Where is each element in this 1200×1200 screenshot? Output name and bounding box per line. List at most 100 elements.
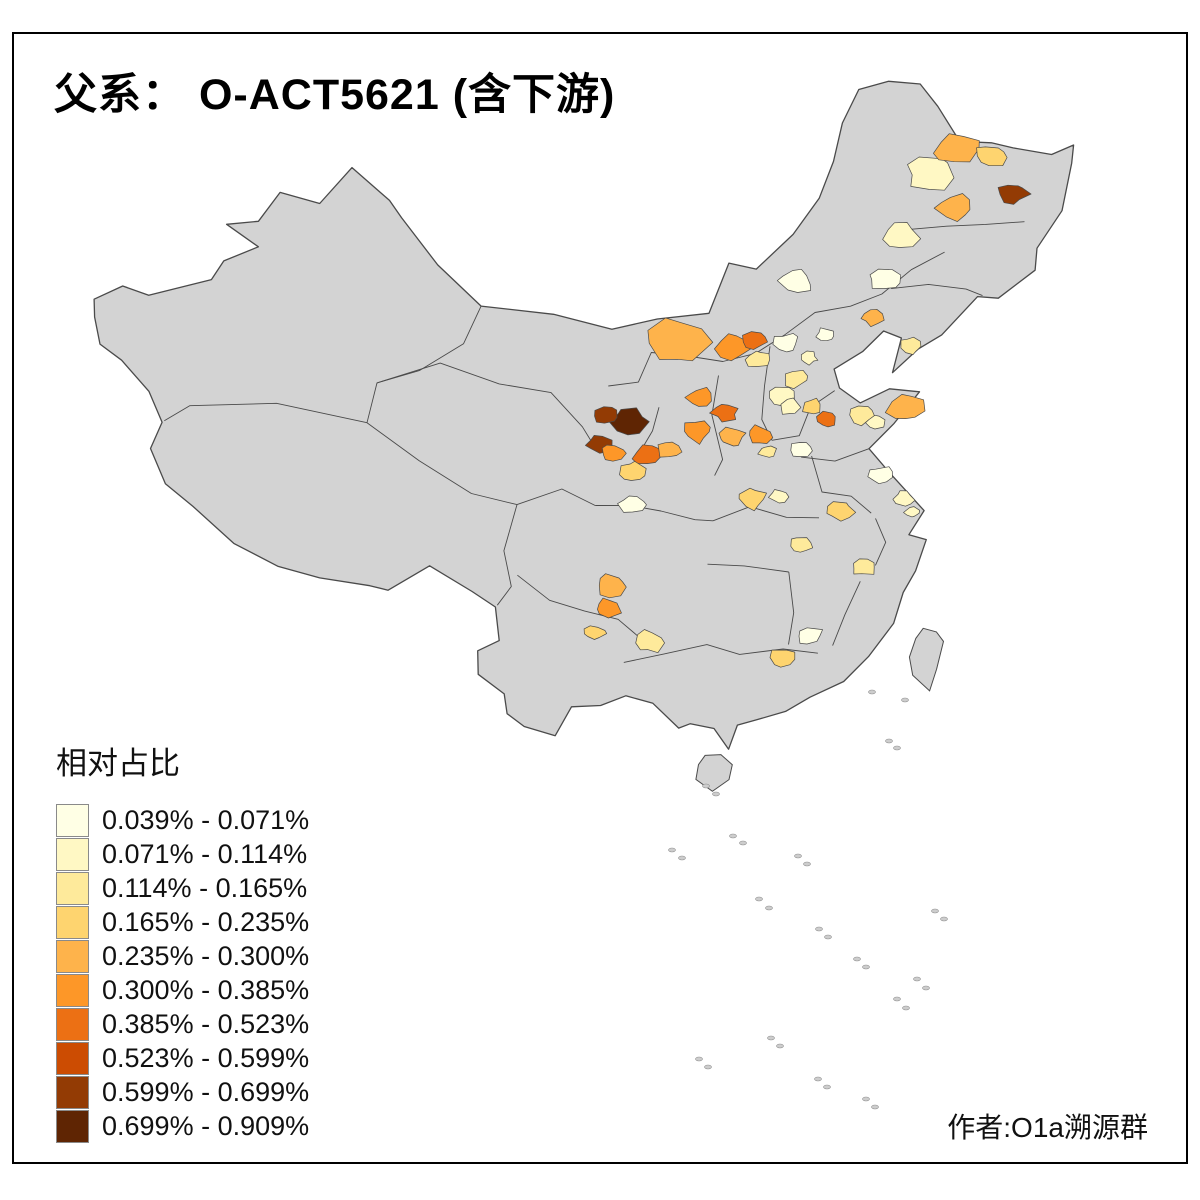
sea-island-speck	[704, 1064, 712, 1070]
legend-range-label: 0.385% - 0.523%	[102, 1008, 310, 1039]
map-region	[882, 222, 922, 248]
province-border	[707, 563, 789, 573]
legend-range-label: 0.039% - 0.071%	[102, 804, 310, 835]
province-border	[496, 504, 518, 606]
map-region	[865, 414, 886, 430]
sea-island-speck	[668, 847, 676, 853]
sea-island-speck	[902, 1005, 910, 1011]
legend-item: 0.235% - 0.300%	[56, 939, 309, 973]
legend-color-swatch	[56, 1041, 89, 1075]
legend-color-swatch	[56, 1007, 89, 1041]
province-border	[623, 644, 818, 663]
map-region	[802, 397, 821, 415]
map-region	[892, 490, 916, 507]
map-region	[601, 444, 627, 462]
map-region	[800, 350, 819, 366]
legend: 相对占比 0.039% - 0.071% 0.071% - 0.114% 0.114…	[56, 748, 309, 1143]
sea-island-speck	[862, 1096, 870, 1102]
sea-island-speck	[862, 964, 870, 970]
province-border	[788, 571, 795, 645]
legend-item: 0.300% - 0.385%	[56, 973, 309, 1007]
sea-island-speck	[794, 853, 802, 859]
sea-island-speck	[901, 697, 909, 703]
province-border	[711, 375, 724, 476]
map-region	[631, 444, 662, 464]
map-region	[776, 268, 811, 293]
map-region	[790, 537, 814, 553]
map-region	[768, 489, 790, 504]
legend-color-swatch	[56, 871, 89, 905]
map-region	[933, 193, 971, 222]
map-region	[742, 331, 768, 350]
province-border	[164, 402, 368, 424]
map-region	[816, 410, 836, 428]
map-region	[597, 597, 622, 619]
map-region	[933, 133, 980, 163]
map-region	[598, 573, 627, 599]
map-region	[853, 558, 875, 575]
map-region	[709, 404, 739, 423]
map-region	[869, 268, 902, 289]
map-region	[619, 460, 647, 481]
legend-color-swatch	[56, 973, 89, 1007]
map-region	[780, 397, 802, 415]
province-border	[771, 390, 835, 441]
taiwan-island	[908, 627, 945, 692]
sea-island-speck	[823, 1084, 831, 1090]
province-border	[366, 422, 518, 506]
map-region	[860, 308, 885, 328]
province-border	[902, 221, 1025, 231]
map-region	[738, 487, 767, 512]
sea-island-speck	[871, 1104, 879, 1110]
legend-color-swatch	[56, 1075, 89, 1109]
sea-island-speck	[814, 1076, 822, 1082]
map-region	[900, 336, 922, 355]
sea-island-speck	[712, 791, 720, 797]
province-border	[712, 506, 820, 522]
legend-item: 0.523% - 0.599%	[56, 1041, 309, 1075]
attribution: 作者:O1a溯源群	[947, 1112, 1148, 1143]
map-region	[718, 426, 747, 447]
legend-color-swatch	[56, 939, 89, 973]
province-border	[516, 488, 596, 506]
sea-island-speck	[893, 996, 901, 1002]
page-title: 父系： O-ACT5621 (含下游)	[54, 71, 616, 119]
sea-island-speck	[940, 916, 948, 922]
province-border	[366, 305, 482, 423]
legend-color-swatch	[56, 1109, 89, 1143]
hainan-island	[695, 754, 733, 792]
legend-range-label: 0.071% - 0.114%	[102, 838, 308, 869]
province-border	[376, 362, 597, 449]
map-region	[849, 405, 876, 427]
map-region	[657, 441, 683, 458]
legend-item: 0.071% - 0.114%	[56, 837, 309, 871]
sea-island-speck	[824, 934, 832, 940]
sea-island-speck	[922, 985, 930, 991]
map-region	[583, 625, 608, 640]
sea-island-speck	[885, 738, 893, 744]
map-region	[749, 424, 774, 444]
province-border	[874, 518, 887, 566]
province-border	[608, 251, 945, 387]
legend-item: 0.599% - 0.699%	[56, 1075, 309, 1109]
sea-island-speck	[739, 840, 747, 846]
legend-range-label: 0.235% - 0.300%	[102, 940, 310, 971]
legend-title: 相对占比	[56, 746, 180, 781]
sea-islands-layer	[668, 689, 948, 1110]
sea-island-speck	[729, 833, 737, 839]
sea-island-speck	[767, 1035, 775, 1041]
map-region	[617, 495, 647, 513]
map-region	[594, 406, 618, 424]
sea-island-speck	[803, 861, 811, 867]
map-region	[997, 184, 1032, 205]
map-region	[884, 394, 926, 419]
sea-island-speck	[913, 976, 921, 982]
mainland-shape	[93, 80, 1075, 750]
map-region	[744, 350, 771, 367]
legend-range-label: 0.599% - 0.699%	[102, 1076, 310, 1107]
sea-island-speck	[815, 926, 823, 932]
map-region	[867, 466, 893, 485]
map-region	[769, 649, 796, 668]
